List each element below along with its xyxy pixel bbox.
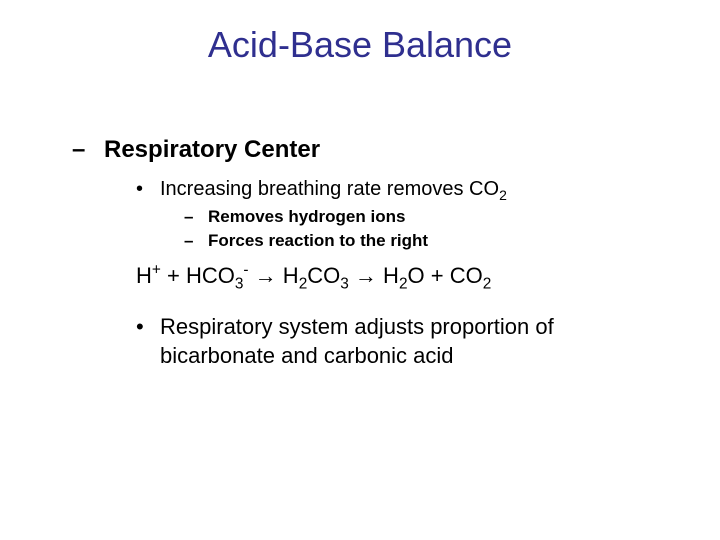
bullet-level2-respiratory-system: • Respiratory system adjusts proportion …: [136, 313, 660, 370]
slide: Acid-Base Balance – Respiratory Center •…: [0, 0, 720, 540]
eq-H2O-H: H: [383, 263, 399, 288]
bullet-level3-removes-hydrogen: – Removes hydrogen ions: [184, 207, 660, 227]
level2b-text: Respiratory system adjusts proportion of…: [160, 313, 660, 370]
eq-plus2: +: [425, 263, 450, 288]
level1-text: Respiratory Center: [104, 136, 320, 164]
slide-content: – Respiratory Center • Increasing breath…: [0, 136, 720, 370]
bullet-marker: •: [136, 313, 160, 370]
bullet-level1-respiratory-center: – Respiratory Center: [72, 136, 660, 164]
eq-plus-sup: +: [152, 262, 161, 279]
bullet-level2-increasing-breathing: • Increasing breathing rate removes CO2: [136, 178, 660, 201]
bullet-level3-forces-reaction: – Forces reaction to the right: [184, 231, 660, 251]
dash-marker: –: [184, 231, 208, 251]
arrow-icon: →: [249, 263, 283, 288]
eq-2-sub3: 2: [483, 275, 492, 292]
subscript-2: 2: [499, 187, 507, 203]
eq-3-sub2: 3: [340, 275, 349, 292]
eq-H2CO3-CO: CO: [307, 263, 340, 288]
chemical-equation: H+ + HCO3- → H2CO3 → H2O + CO2: [136, 263, 660, 289]
eq-CO2-CO: CO: [450, 263, 483, 288]
dash-marker: –: [184, 207, 208, 227]
eq-H: H: [136, 263, 152, 288]
eq-2-sub: 2: [299, 275, 308, 292]
bullet-marker: •: [136, 178, 160, 201]
dash-marker: –: [72, 136, 104, 164]
eq-H2O-O: O: [408, 263, 425, 288]
slide-title: Acid-Base Balance: [0, 24, 720, 66]
text-prefix: Increasing breathing rate removes CO: [160, 178, 499, 200]
eq-H2CO3-H: H: [283, 263, 299, 288]
eq-plus: +: [161, 263, 186, 288]
arrow-icon: →: [349, 263, 383, 288]
eq-HCO: HCO: [186, 263, 235, 288]
eq-2-sub2: 2: [399, 275, 408, 292]
level3-text: Forces reaction to the right: [208, 231, 428, 251]
level2-text: Increasing breathing rate removes CO2: [160, 178, 507, 201]
level3-text: Removes hydrogen ions: [208, 207, 405, 227]
